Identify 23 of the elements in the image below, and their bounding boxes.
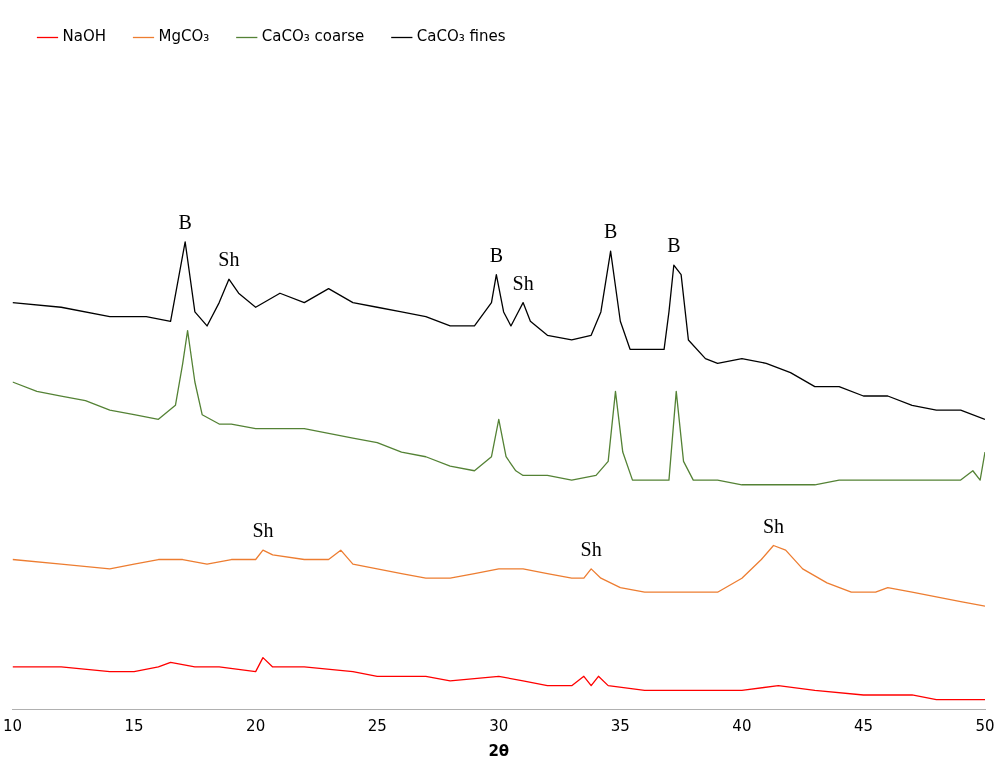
annotation: B [178, 211, 192, 234]
legend-label: MgCO₃ [158, 27, 210, 46]
annotation: Sh [218, 248, 240, 271]
x-axis-title: 2θ [488, 741, 510, 760]
x-tick-label: 40 [732, 716, 752, 735]
x-tick-label: 20 [246, 716, 266, 735]
annotation: Sh [252, 519, 274, 542]
x-tick-label: 30 [489, 716, 509, 735]
x-tick-label: 10 [3, 716, 23, 735]
legend-label: CaCO₃ fines [416, 27, 506, 46]
legend-label: CaCO₃ coarse [261, 27, 365, 46]
legend-label: NaOH [62, 27, 106, 46]
x-tick-label: 15 [124, 716, 144, 735]
x-tick-label: 50 [975, 716, 995, 735]
x-tick-label: 25 [367, 716, 387, 735]
annotation: Sh [512, 271, 534, 294]
x-tick-label: 45 [853, 716, 873, 735]
annotation: B [667, 234, 681, 257]
annotation: B [489, 243, 504, 266]
x-tick-label: 35 [610, 716, 630, 735]
annotation: Sh [580, 538, 602, 561]
annotation: B [603, 220, 618, 243]
annotation: Sh [762, 514, 785, 537]
